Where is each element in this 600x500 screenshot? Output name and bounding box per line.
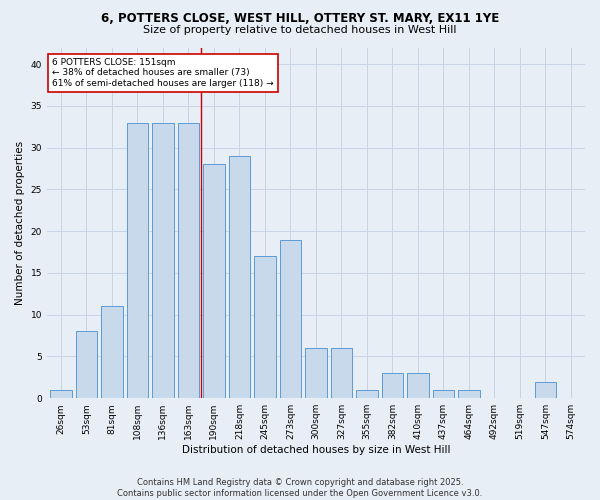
Bar	[50, 390, 72, 398]
Text: 6 POTTERS CLOSE: 151sqm
← 38% of detached houses are smaller (73)
61% of semi-de: 6 POTTERS CLOSE: 151sqm ← 38% of detache…	[52, 58, 274, 88]
Bar	[305, 348, 327, 398]
Bar	[229, 156, 250, 398]
Bar	[203, 164, 225, 398]
Bar	[433, 390, 454, 398]
Bar	[356, 390, 378, 398]
Bar	[254, 256, 276, 398]
Text: Size of property relative to detached houses in West Hill: Size of property relative to detached ho…	[143, 25, 457, 35]
Bar	[407, 373, 429, 398]
Text: 6, POTTERS CLOSE, WEST HILL, OTTERY ST. MARY, EX11 1YE: 6, POTTERS CLOSE, WEST HILL, OTTERY ST. …	[101, 12, 499, 26]
Bar	[76, 332, 97, 398]
Text: Contains HM Land Registry data © Crown copyright and database right 2025.
Contai: Contains HM Land Registry data © Crown c…	[118, 478, 482, 498]
Y-axis label: Number of detached properties: Number of detached properties	[15, 141, 25, 305]
Bar	[535, 382, 556, 398]
Bar	[458, 390, 480, 398]
Bar	[127, 122, 148, 398]
Bar	[101, 306, 123, 398]
Bar	[152, 122, 174, 398]
X-axis label: Distribution of detached houses by size in West Hill: Distribution of detached houses by size …	[182, 445, 450, 455]
Bar	[178, 122, 199, 398]
Bar	[280, 240, 301, 398]
Bar	[331, 348, 352, 398]
Bar	[382, 373, 403, 398]
